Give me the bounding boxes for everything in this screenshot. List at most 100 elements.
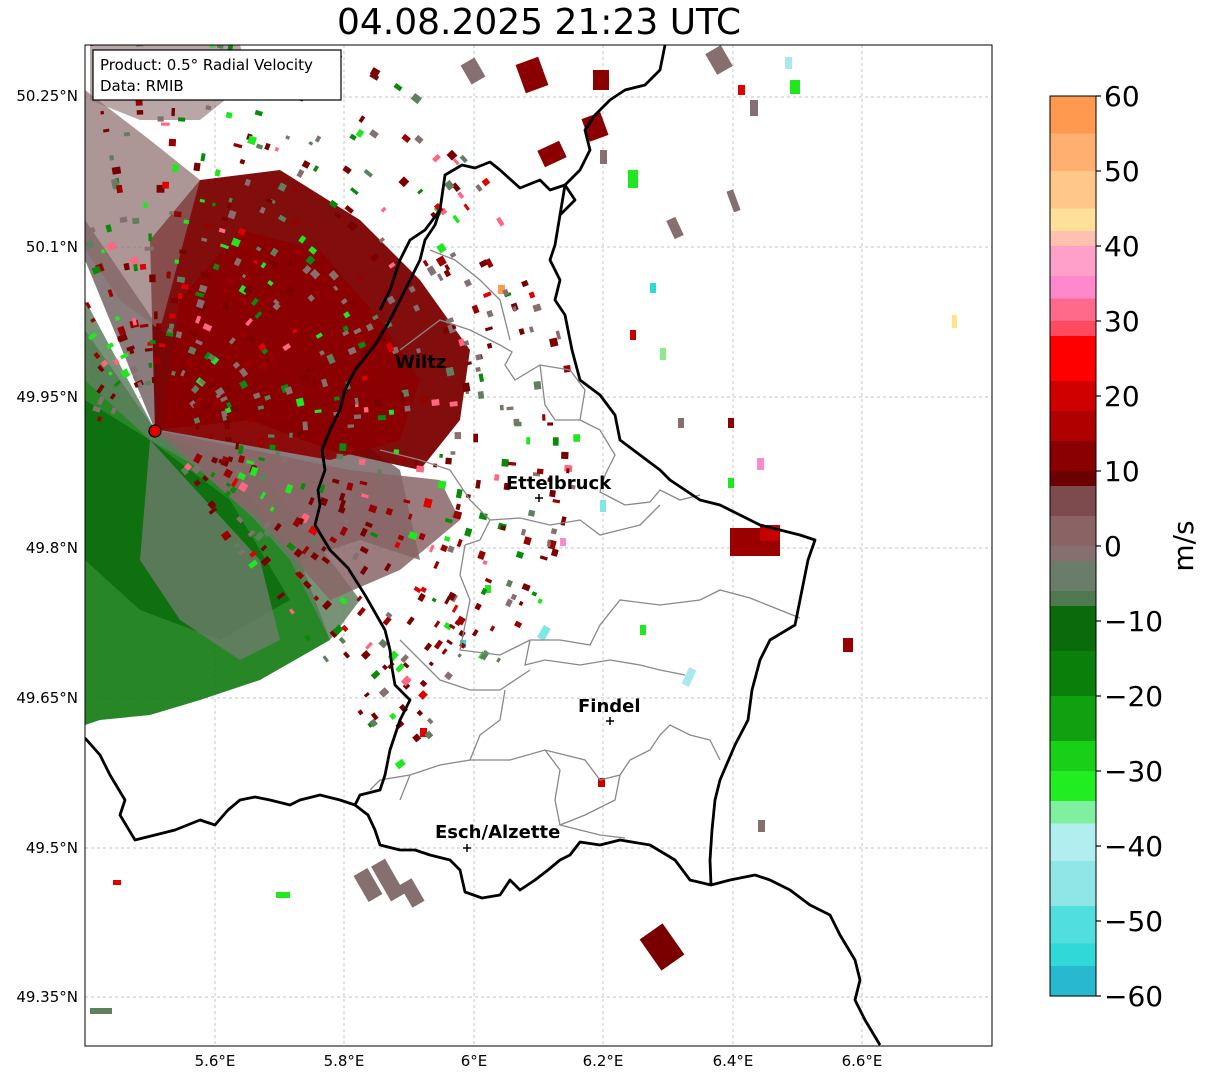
echo-pixel <box>403 499 411 504</box>
echo-pixel <box>232 361 241 369</box>
echo-pixel <box>475 479 481 489</box>
echo-pixel <box>113 379 122 388</box>
lon-tick-label: 6.2°E <box>583 1052 624 1070</box>
echo-pixel <box>269 506 275 512</box>
echo-pixel <box>96 384 105 394</box>
echo-pixel <box>423 497 433 509</box>
echo-pixel <box>303 580 312 590</box>
echo-pixel <box>267 351 277 362</box>
echo-pixel <box>331 478 340 484</box>
echo-pixel <box>275 450 281 456</box>
echo-pixel <box>92 405 101 413</box>
echo-pixel <box>246 334 256 345</box>
echo-pixel <box>119 216 128 223</box>
echo-pixel <box>529 326 535 333</box>
echo-pixel <box>226 401 232 409</box>
echo-pixel <box>414 134 424 145</box>
colorbar-tick-label: 0 <box>1104 530 1122 563</box>
echo-pixel <box>444 264 451 271</box>
city-label-esch-alzette: Esch/Alzette <box>435 822 560 843</box>
echo-pixel <box>451 604 459 613</box>
echo-pixel <box>378 687 390 698</box>
echo-pixel <box>264 394 272 401</box>
echo-pixel <box>471 304 480 314</box>
echo-pixel <box>484 326 493 332</box>
echo-pixel <box>225 384 233 393</box>
colorbar-band <box>1050 246 1096 277</box>
echo-pixel <box>286 542 296 552</box>
echo-pixel <box>291 218 299 227</box>
echo-pixel <box>259 361 269 372</box>
echo-pixel <box>114 315 121 322</box>
echo-pixel <box>187 346 197 355</box>
echo-pixel <box>348 298 357 307</box>
colorbar-band <box>1050 966 1096 997</box>
echo-pixel <box>357 341 367 349</box>
echo-pixel <box>502 288 510 297</box>
echo-pixel <box>139 323 149 328</box>
echo-pixel <box>406 616 415 626</box>
echo-pixel <box>463 278 472 288</box>
echo-pixel <box>388 409 395 415</box>
echo-pixel <box>168 323 175 330</box>
echo-pixel <box>107 289 114 298</box>
echo-pixel <box>218 227 226 234</box>
echo-pixel <box>144 347 153 352</box>
echo-pixel <box>365 641 373 650</box>
colorbar-band <box>1050 276 1096 300</box>
echo-pixel <box>153 357 161 365</box>
echo-pixel <box>177 292 183 300</box>
echo-pixel <box>237 455 246 464</box>
colorbar-band <box>1050 231 1096 247</box>
echo-pixel <box>404 405 411 412</box>
echo-pixel <box>221 410 228 418</box>
echo-pixel <box>549 489 556 498</box>
echo-pixel <box>444 179 455 191</box>
colorbar: 60 50 40 30 20 10 0 −10 −20 −30 −40 −50 … <box>1049 80 1200 1013</box>
echo-pixel <box>293 548 304 558</box>
lon-tick-label: 6.6°E <box>842 1052 883 1070</box>
echo-pixel <box>431 398 440 406</box>
echo-pixel <box>166 272 171 278</box>
echo-pixel <box>338 636 346 645</box>
echo-pixel <box>201 475 209 482</box>
echo-pixel <box>369 129 379 139</box>
echo-pixel <box>475 184 483 192</box>
echo-pixel <box>360 650 371 660</box>
echo-pixel <box>195 339 203 346</box>
echo-pixel <box>185 360 195 368</box>
echo-pixel <box>344 499 351 508</box>
echo-pixel <box>523 536 532 546</box>
echo-pixel <box>531 591 538 597</box>
lat-tick-label: 50.1°N <box>26 238 78 256</box>
echo-pixel <box>207 381 217 390</box>
echo-pixel <box>91 265 102 275</box>
echo-pixel <box>343 311 351 319</box>
colorbar-band <box>1050 696 1096 742</box>
echo-pixel <box>384 562 392 572</box>
echo-pixel <box>247 529 256 538</box>
echo-pixel <box>378 638 389 649</box>
echo-pixel <box>255 143 264 150</box>
colorbar-tick-label: −50 <box>1104 905 1163 938</box>
echo-pixel <box>97 395 105 406</box>
district-borders <box>369 249 801 839</box>
echo-pixel <box>218 302 225 310</box>
colorbar-band <box>1050 133 1096 172</box>
echo-pixel <box>254 109 263 117</box>
echo-pixel <box>356 606 366 617</box>
echo-pixel <box>482 560 488 566</box>
echo-pixel <box>169 313 176 319</box>
echo-pixel <box>358 115 366 123</box>
echo-pixel <box>338 492 346 502</box>
echo-pixel <box>93 352 101 360</box>
echo-pixel <box>548 337 559 348</box>
echo-pixel <box>133 263 138 272</box>
echo-pixel <box>342 165 352 175</box>
colorbar-band <box>1050 336 1096 382</box>
echo-pixel <box>433 560 440 570</box>
echo-pixel <box>518 600 524 606</box>
echo-pixel <box>377 468 382 475</box>
echo-pixel <box>533 380 542 390</box>
colorbar-band <box>1050 591 1096 607</box>
